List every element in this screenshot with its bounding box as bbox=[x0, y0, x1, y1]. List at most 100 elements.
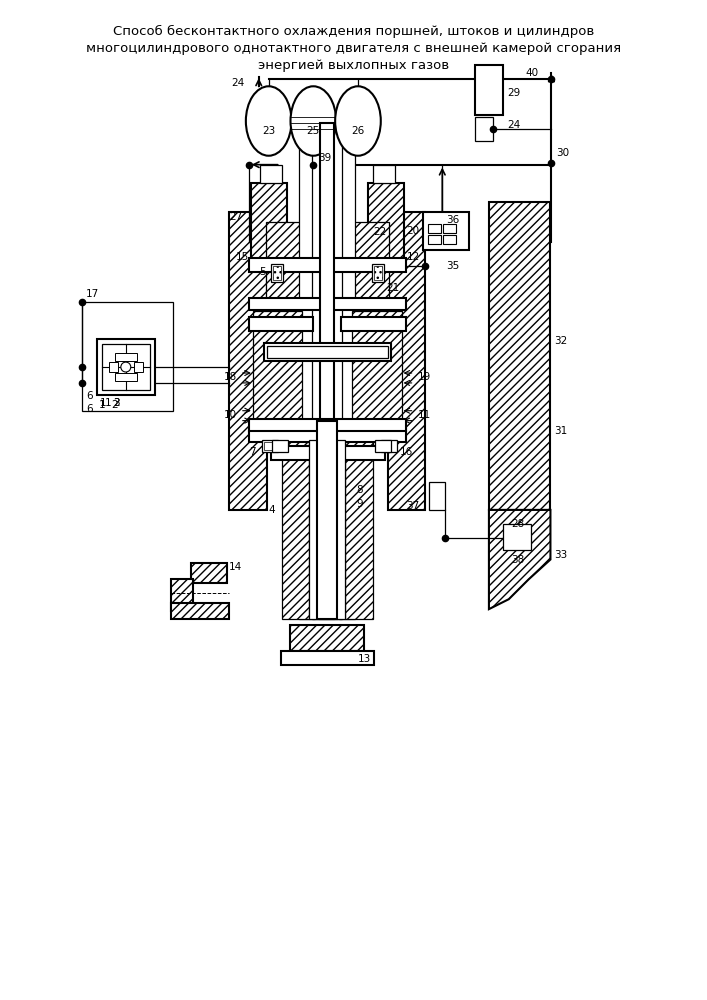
Text: 1: 1 bbox=[105, 398, 111, 408]
Text: 5: 5 bbox=[259, 267, 266, 277]
Bar bbox=[82, 302, 173, 411]
Bar bbox=[266, 222, 300, 302]
Text: 1: 1 bbox=[100, 398, 106, 408]
Text: 4: 4 bbox=[268, 505, 274, 515]
Text: энергией выхлопных газов: энергией выхлопных газов bbox=[259, 59, 450, 72]
Text: 39: 39 bbox=[318, 153, 332, 163]
Bar bbox=[475, 65, 503, 115]
Text: 24: 24 bbox=[232, 78, 245, 88]
Bar bbox=[249, 258, 406, 272]
Bar bbox=[381, 440, 397, 452]
Bar bbox=[229, 212, 267, 510]
Bar bbox=[354, 222, 389, 302]
Bar bbox=[273, 266, 281, 280]
Text: Способ бесконтактного охлаждения поршней, штоков и цилиндров: Способ бесконтактного охлаждения поршней… bbox=[113, 25, 595, 38]
Text: 30: 30 bbox=[556, 148, 570, 158]
Bar bbox=[375, 440, 391, 452]
Bar bbox=[429, 482, 445, 510]
Text: 31: 31 bbox=[554, 426, 568, 436]
Bar bbox=[171, 603, 229, 619]
Bar bbox=[253, 311, 303, 421]
Text: 11: 11 bbox=[418, 410, 431, 420]
Text: 22: 22 bbox=[373, 227, 386, 237]
Text: 6: 6 bbox=[86, 404, 93, 414]
Bar bbox=[281, 440, 310, 619]
Bar bbox=[341, 317, 406, 331]
Text: 14: 14 bbox=[229, 562, 243, 572]
Bar bbox=[102, 344, 150, 390]
Text: 2: 2 bbox=[112, 400, 118, 410]
Text: 36: 36 bbox=[446, 215, 460, 225]
Bar bbox=[109, 362, 118, 372]
Text: 40: 40 bbox=[525, 68, 539, 78]
Text: 18: 18 bbox=[223, 372, 237, 382]
Text: 12: 12 bbox=[407, 252, 420, 262]
Bar bbox=[271, 446, 385, 460]
Bar bbox=[443, 235, 456, 244]
Bar bbox=[264, 343, 391, 361]
Bar bbox=[320, 123, 334, 619]
Ellipse shape bbox=[291, 86, 336, 156]
Bar bbox=[267, 346, 387, 358]
Ellipse shape bbox=[121, 362, 131, 372]
Text: 13: 13 bbox=[358, 654, 371, 664]
Text: 2: 2 bbox=[114, 398, 120, 408]
Bar bbox=[259, 165, 281, 183]
Text: 20: 20 bbox=[407, 226, 419, 236]
Text: 24: 24 bbox=[507, 120, 520, 130]
Bar bbox=[339, 123, 355, 619]
Text: 21: 21 bbox=[387, 283, 400, 293]
Bar bbox=[134, 362, 143, 372]
Bar bbox=[374, 266, 382, 280]
Bar bbox=[249, 419, 406, 431]
Bar bbox=[300, 123, 315, 619]
Bar bbox=[271, 440, 288, 452]
Text: 38: 38 bbox=[510, 555, 524, 565]
Text: 32: 32 bbox=[554, 336, 568, 346]
Polygon shape bbox=[489, 510, 551, 609]
Bar bbox=[352, 311, 402, 421]
Bar bbox=[345, 440, 373, 619]
Bar bbox=[423, 212, 469, 250]
Bar bbox=[372, 264, 384, 282]
Bar bbox=[489, 202, 551, 510]
Text: 15: 15 bbox=[235, 252, 249, 262]
Bar bbox=[428, 224, 441, 233]
Bar bbox=[271, 264, 283, 282]
Text: 37: 37 bbox=[407, 501, 419, 511]
Text: 23: 23 bbox=[262, 126, 275, 136]
Bar bbox=[249, 429, 406, 442]
Text: 6: 6 bbox=[86, 391, 93, 401]
Text: 10: 10 bbox=[224, 410, 237, 420]
Text: 35: 35 bbox=[446, 261, 460, 271]
Bar bbox=[115, 373, 136, 381]
Text: 17: 17 bbox=[86, 289, 100, 299]
Bar bbox=[317, 421, 337, 619]
Text: 7: 7 bbox=[249, 447, 256, 457]
Bar bbox=[192, 563, 227, 583]
Bar bbox=[428, 235, 441, 244]
Bar bbox=[426, 215, 466, 247]
Text: 28: 28 bbox=[510, 519, 524, 529]
Bar bbox=[262, 440, 278, 452]
Bar bbox=[387, 212, 426, 510]
Bar bbox=[249, 298, 406, 310]
Bar bbox=[264, 442, 271, 450]
Bar bbox=[115, 353, 136, 361]
Bar bbox=[281, 651, 374, 665]
Text: многоцилиндрового однотактного двигателя с внешней камерой сгорания: многоцилиндрового однотактного двигателя… bbox=[86, 42, 621, 55]
Text: 19: 19 bbox=[418, 372, 431, 382]
Bar bbox=[373, 165, 395, 183]
Bar bbox=[171, 579, 193, 611]
Text: 29: 29 bbox=[507, 88, 520, 98]
Text: 3: 3 bbox=[114, 398, 120, 408]
Text: 9: 9 bbox=[356, 499, 363, 509]
Bar bbox=[503, 524, 530, 550]
Text: 16: 16 bbox=[399, 447, 413, 457]
Bar bbox=[311, 123, 343, 619]
Bar bbox=[249, 317, 313, 331]
Bar bbox=[368, 183, 404, 262]
Bar bbox=[310, 440, 345, 619]
Ellipse shape bbox=[335, 86, 381, 156]
Text: 26: 26 bbox=[351, 126, 365, 136]
